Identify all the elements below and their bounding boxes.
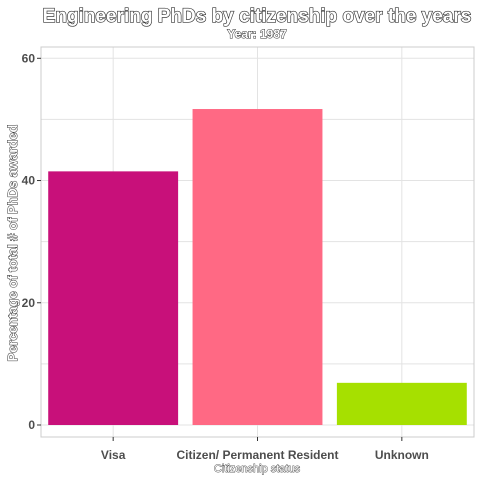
chart-subtitle: Year: 1987 — [227, 27, 287, 41]
x-tick-label: Unknown — [375, 448, 429, 462]
bar-unknown — [336, 382, 467, 425]
chart-title: Engineering PhDs by citizenship over the… — [43, 6, 472, 27]
bar-citizen-permanent-resident — [192, 109, 323, 426]
bar-visa — [48, 171, 179, 425]
y-tick-label: 40 — [22, 174, 36, 188]
y-ticks: 0 20 40 60 — [22, 51, 41, 432]
bars — [48, 109, 467, 426]
y-axis-label: Percentage of total # of PhDs awarded — [5, 124, 20, 361]
x-ticks: Visa Citizen/ Permanent Resident Unknown — [101, 437, 429, 462]
y-tick-label: 20 — [22, 296, 36, 310]
x-tick-label: Citizen/ Permanent Resident — [176, 448, 338, 462]
y-tick-label: 0 — [28, 418, 35, 432]
y-tick-label: 60 — [22, 51, 36, 65]
x-axis-label: Citizenship status — [214, 463, 301, 475]
x-tick-label: Visa — [101, 448, 126, 462]
